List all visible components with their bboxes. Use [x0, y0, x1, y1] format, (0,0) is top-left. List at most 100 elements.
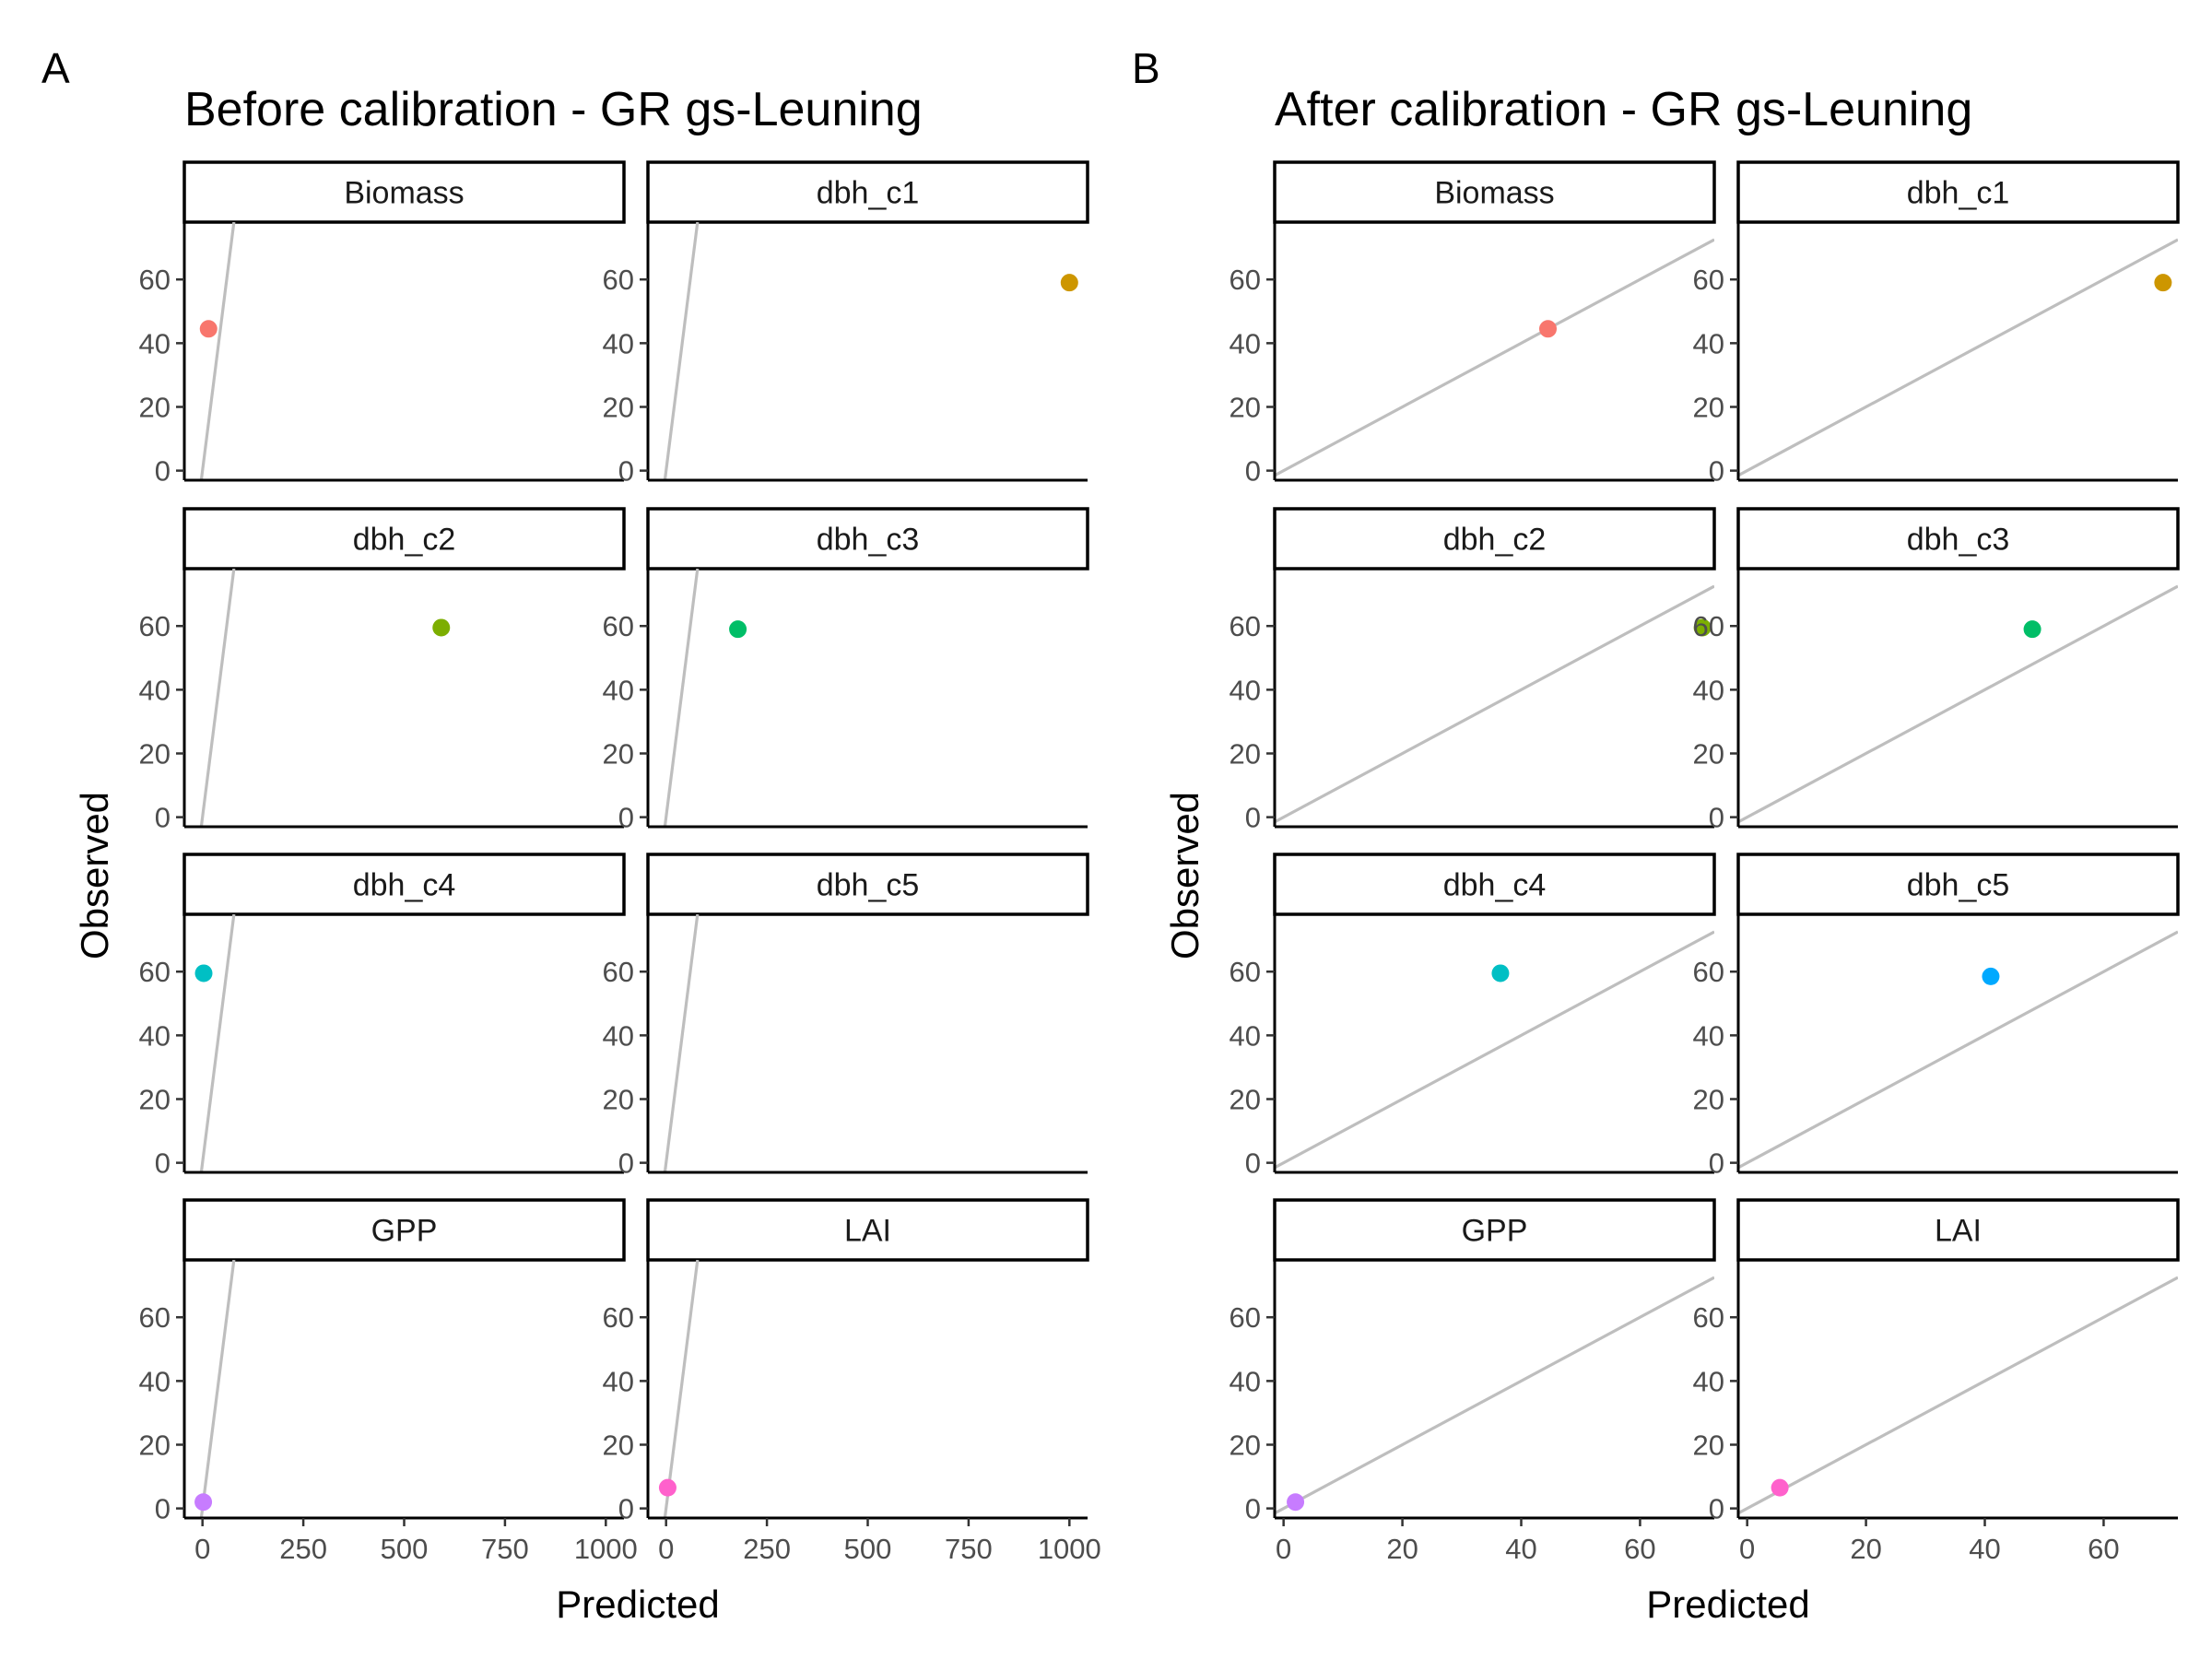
y-tick-label: 20 [1693, 391, 1724, 423]
reference-line [199, 569, 236, 827]
reference-line [663, 914, 700, 1172]
x-axis-title: Predicted [1646, 1583, 1809, 1626]
y-tick-label: 60 [139, 264, 171, 296]
x-tick-label: 60 [2088, 1533, 2119, 1565]
chart-title: After calibration - GR gs-Leuning [1275, 83, 1972, 136]
y-tick-label: 40 [603, 674, 634, 706]
facet-strip [182, 160, 626, 224]
facet-dbh-c3: dbh_c3 0 20 40 60 [603, 507, 1089, 834]
y-tick-label: 0 [618, 802, 634, 834]
y-tick-label: 40 [1693, 674, 1724, 706]
y-tick-label: 20 [603, 391, 634, 423]
y-tick-label: 60 [603, 1301, 634, 1334]
facet-strip-label: dbh_c2 [353, 523, 456, 558]
y-tick-label: 40 [1230, 1019, 1261, 1052]
reference-line [663, 1260, 700, 1518]
y-tick-label: 20 [139, 391, 171, 423]
facet-lai: LAI 0 20 40 60 0 20 40 60 [1693, 1198, 2180, 1565]
y-tick-label: 40 [139, 327, 171, 359]
reference-line [1275, 930, 1714, 1170]
y-tick-label: 60 [1693, 264, 1724, 296]
facet-strip-label: dbh_c1 [817, 176, 920, 211]
panel-b: B After calibration - GR gs-Leuning Observ… [1132, 44, 2180, 1626]
x-tick-label: 20 [1386, 1533, 1418, 1565]
y-tick-label: 40 [1230, 674, 1261, 706]
data-point-dbh-c5 [1982, 967, 2000, 985]
y-tick-label: 20 [603, 1429, 634, 1461]
x-tick-label: 250 [279, 1533, 327, 1565]
y-tick-label: 40 [1693, 1019, 1724, 1052]
y-tick-label: 60 [1693, 1301, 1724, 1334]
facet-strip [646, 160, 1089, 224]
y-tick-label: 0 [1709, 1493, 1724, 1525]
reference-line [663, 569, 700, 827]
reference-line [663, 222, 700, 480]
reference-line [1275, 1276, 1714, 1515]
y-tick-label: 40 [139, 1365, 171, 1397]
y-tick-label: 40 [1230, 1365, 1261, 1397]
y-tick-label: 60 [1693, 610, 1724, 642]
y-tick-label: 0 [1245, 802, 1261, 834]
y-tick-label: 20 [1693, 737, 1724, 770]
x-tick-label: 500 [381, 1533, 429, 1565]
x-tick-label: 1000 [1038, 1533, 1101, 1565]
y-tick-label: 20 [139, 1429, 171, 1461]
facet-strip [1273, 507, 1716, 571]
facet-strip [1736, 507, 2180, 571]
reference-line [1738, 930, 2178, 1170]
y-tick-label: 20 [1230, 391, 1261, 423]
facet-biomass: Biomass 0 20 40 60 [139, 160, 626, 488]
panel-letter: B [1132, 44, 1160, 92]
facet-strip-label: dbh_c1 [1907, 176, 2010, 211]
y-tick-label: 40 [603, 1365, 634, 1397]
data-point-dbh-c3 [729, 620, 747, 639]
x-tick-label: 60 [1624, 1533, 1655, 1565]
facet-lai: LAI 0 20 40 60 0 250 500 750 1000 [603, 1198, 1101, 1565]
facet-strip [182, 507, 626, 571]
data-point-dbh-c4 [194, 964, 213, 982]
facet-dbh-c5: dbh_c5 0 20 40 60 [1693, 853, 2180, 1180]
y-tick-label: 20 [1230, 1429, 1261, 1461]
x-tick-label: 0 [194, 1533, 210, 1565]
y-tick-label: 0 [618, 1147, 634, 1180]
y-tick-label: 40 [1693, 1365, 1724, 1397]
y-tick-label: 20 [139, 1083, 171, 1115]
reference-line [199, 1260, 236, 1518]
y-tick-label: 60 [1230, 956, 1261, 988]
data-point-dbh-c2 [1693, 618, 1712, 637]
y-tick-label: 40 [1693, 327, 1724, 359]
y-tick-label: 60 [1230, 264, 1261, 296]
data-point-biomass [199, 320, 218, 338]
x-tick-label: 750 [945, 1533, 993, 1565]
y-axis-title: Observed [73, 792, 116, 959]
facet-dbh-c5: dbh_c5 0 20 40 60 [603, 853, 1089, 1180]
y-tick-label: 0 [1245, 455, 1261, 488]
facet-strip-label: Biomass [344, 176, 464, 211]
y-tick-label: 20 [1693, 1083, 1724, 1115]
reference-line [1738, 584, 2178, 824]
y-tick-label: 0 [155, 802, 171, 834]
x-tick-label: 40 [1969, 1533, 2000, 1565]
data-point-dbh-c1 [2154, 274, 2172, 292]
data-point-lai [658, 1478, 677, 1497]
y-tick-label: 60 [603, 956, 634, 988]
reference-line [199, 222, 236, 480]
facet-dbh-c1: dbh_c1 0 20 40 60 [603, 160, 1089, 488]
facet-strip-label: LAI [844, 1214, 891, 1249]
y-tick-label: 0 [1709, 802, 1724, 834]
facet-strip-label: dbh_c5 [1907, 868, 2010, 903]
x-tick-label: 0 [1739, 1533, 1755, 1565]
y-tick-label: 20 [1230, 737, 1261, 770]
facet-gpp: GPP 0 20 40 60 0 20 40 60 [1230, 1198, 1716, 1565]
facet-strip [1736, 853, 2180, 916]
y-tick-label: 60 [139, 610, 171, 642]
y-tick-label: 40 [139, 1019, 171, 1052]
panel-a: A Before calibration - GR gs-Leuning Obser… [41, 44, 1101, 1626]
y-tick-label: 40 [603, 1019, 634, 1052]
data-point-gpp [1287, 1493, 1305, 1512]
y-tick-label: 20 [603, 1083, 634, 1115]
data-point-biomass [1539, 320, 1558, 338]
x-tick-label: 0 [1276, 1533, 1291, 1565]
y-tick-label: 20 [1693, 1429, 1724, 1461]
data-point-lai [1771, 1478, 1789, 1497]
